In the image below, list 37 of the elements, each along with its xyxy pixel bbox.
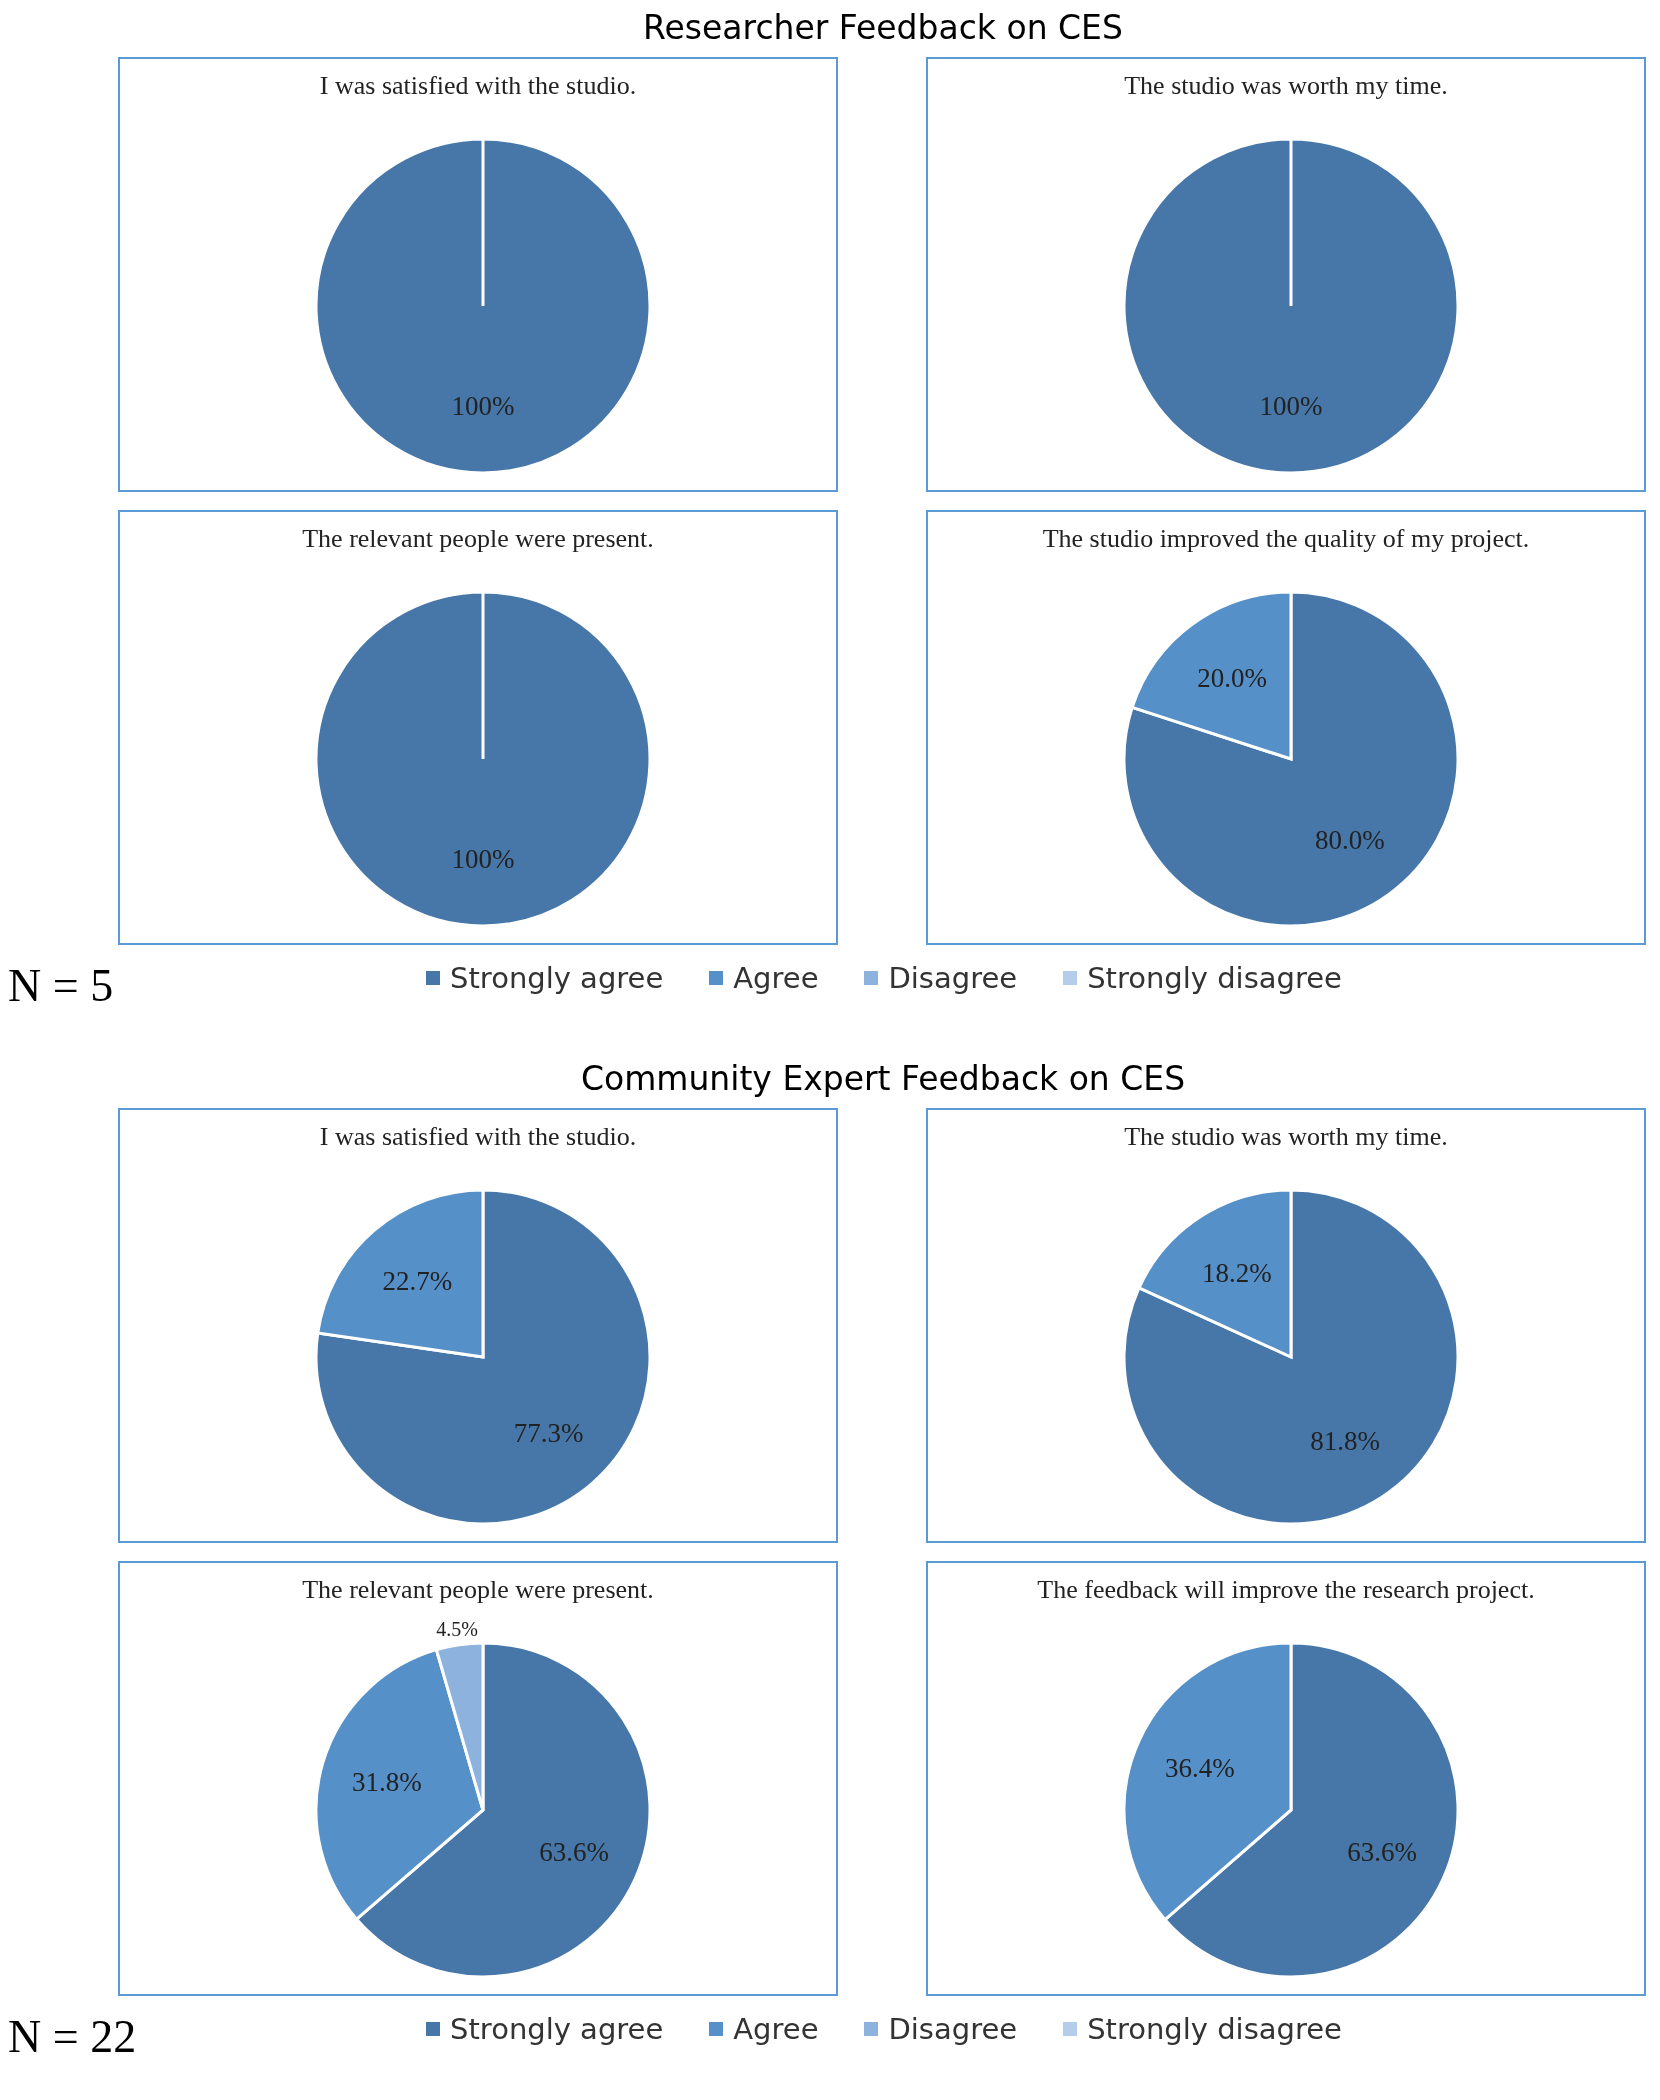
chart-title: I was satisfied with the studio.	[318, 71, 638, 101]
legend-label: Strongly agree	[450, 2012, 664, 2046]
data-label: 20.0%	[1197, 662, 1267, 693]
legend-label: Strongly disagree	[1087, 961, 1342, 995]
chart-title: I was satisfied with the studio.	[318, 1122, 638, 1152]
data-label: 100%	[451, 844, 515, 875]
chart-title: The relevant people were present.	[301, 524, 655, 554]
legend-label: Agree	[733, 961, 819, 995]
pie-slice	[314, 1188, 652, 1526]
data-label: 100%	[451, 391, 515, 422]
data-label: 63.6%	[1347, 1836, 1418, 1867]
data-label: 100%	[1259, 391, 1323, 422]
chart-title: The relevant people were present.	[301, 1575, 655, 1605]
legend-label: Strongly agree	[450, 961, 664, 995]
text: N = 5	[8, 959, 114, 1012]
pie-slice	[1122, 590, 1460, 928]
text: Researcher Feedback on CES	[642, 8, 1124, 47]
data-label: 18.2%	[1201, 1257, 1272, 1288]
data-label: 81.8%	[1310, 1426, 1381, 1457]
chart-title: The studio was worth my time.	[1123, 1122, 1449, 1152]
pie-slice	[1122, 1188, 1460, 1526]
chart-title: The studio improved the quality of my project.	[1041, 524, 1531, 554]
data-label: 4.5%	[436, 1617, 479, 1640]
legend-label: Disagree	[888, 2012, 1018, 2046]
data-label: 63.6%	[539, 1836, 609, 1867]
legend-label: Strongly disagree	[1087, 2012, 1342, 2046]
text: N = 22	[8, 2010, 137, 2063]
chart-title: The feedback will improve the research project.	[1036, 1575, 1536, 1605]
legend-label: Disagree	[888, 961, 1018, 995]
data-label: 22.7%	[382, 1266, 453, 1297]
legend-label: Agree	[733, 2012, 819, 2046]
data-label: 80.0%	[1315, 825, 1385, 856]
data-label: 77.3%	[513, 1417, 584, 1448]
data-label: 36.4%	[1164, 1753, 1235, 1784]
chart-title: The studio was worth my time.	[1123, 71, 1449, 101]
data-label: 31.8%	[352, 1766, 422, 1797]
text: Community Expert Feedback on CES	[579, 1059, 1187, 1098]
